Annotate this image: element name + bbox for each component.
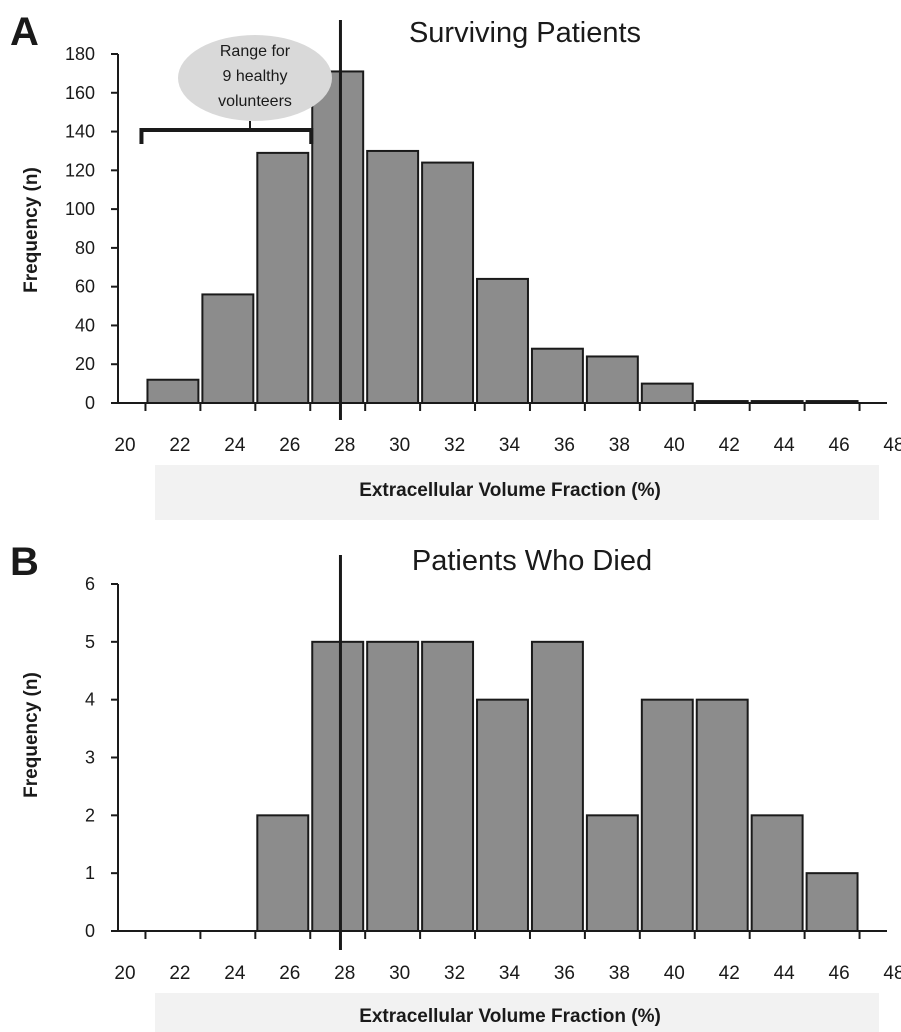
panel-b-patients-who-died: B Patients Who Died Extracellular Volume… bbox=[10, 540, 901, 1032]
y-tick-label: 140 bbox=[65, 122, 95, 142]
bar bbox=[421, 640, 475, 932]
y-tick-label: 0 bbox=[85, 921, 95, 941]
bar bbox=[311, 70, 365, 404]
x-tick-label: 30 bbox=[389, 435, 410, 456]
x-tick-label: 22 bbox=[169, 963, 190, 984]
x-tick-label: 40 bbox=[664, 435, 685, 456]
bar bbox=[585, 355, 639, 405]
x-tick-label: 24 bbox=[224, 435, 246, 456]
x-tick-label: 42 bbox=[719, 435, 740, 456]
x-tick-label: 46 bbox=[829, 963, 850, 984]
y-tick-label: 120 bbox=[65, 160, 95, 180]
x-tick-label: 20 bbox=[114, 963, 135, 984]
x-tick-label: 40 bbox=[664, 963, 685, 984]
y-tick-label: 2 bbox=[85, 805, 95, 825]
x-tick-label: 24 bbox=[224, 963, 246, 984]
bars-a bbox=[146, 70, 859, 405]
x-tick-label: 42 bbox=[719, 963, 740, 984]
axes-a bbox=[111, 53, 887, 411]
y-tick-labels-b: 0 1 2 3 4 5 6 bbox=[85, 574, 95, 941]
chart-title-b: Patients Who Died bbox=[412, 545, 652, 577]
x-tick-label: 26 bbox=[279, 435, 300, 456]
annotation-line-3: volunteers bbox=[218, 93, 292, 110]
x-tick-label: 48 bbox=[883, 963, 901, 984]
x-tick-label: 34 bbox=[499, 963, 521, 984]
x-axis-label-a: Extracellular Volume Fraction (%) bbox=[359, 480, 661, 501]
xlabel-band-b bbox=[155, 993, 879, 1032]
bar bbox=[640, 698, 694, 933]
bar bbox=[695, 698, 749, 933]
x-tick-label: 34 bbox=[499, 435, 521, 456]
y-tick-label: 3 bbox=[85, 748, 95, 768]
x-tick-label: 48 bbox=[883, 435, 901, 456]
y-tick-label: 20 bbox=[75, 354, 95, 374]
x-tick-label: 38 bbox=[609, 435, 630, 456]
y-tick-label: 40 bbox=[75, 315, 95, 335]
bar bbox=[421, 161, 475, 404]
y-tick-label: 6 bbox=[85, 574, 95, 594]
x-tick-label: 44 bbox=[774, 435, 796, 456]
bar bbox=[366, 640, 420, 932]
axes-b bbox=[111, 583, 887, 939]
bar bbox=[805, 872, 859, 933]
bar bbox=[476, 277, 529, 404]
bar bbox=[750, 814, 804, 932]
panel-letter-a: A bbox=[10, 10, 39, 54]
annotation-line-2: 9 healthy bbox=[223, 68, 288, 85]
x-tick-label: 36 bbox=[554, 963, 575, 984]
x-tick-label: 32 bbox=[444, 963, 465, 984]
bar bbox=[256, 814, 310, 932]
y-tick-label: 4 bbox=[85, 690, 95, 710]
x-tick-labels-b: 20 22 24 26 28 30 32 34 36 38 40 42 44 46 48 bbox=[114, 963, 901, 984]
y-tick-label: 160 bbox=[65, 83, 95, 103]
y-tick-label: 0 bbox=[85, 393, 95, 413]
bar bbox=[146, 378, 200, 405]
x-tick-label: 38 bbox=[609, 963, 630, 984]
healthy-range-annotation: Range for 9 healthy volunteers bbox=[139, 35, 332, 144]
annotation-bubble bbox=[178, 35, 332, 121]
bar bbox=[585, 814, 639, 932]
y-tick-label: 180 bbox=[65, 44, 95, 64]
annotation-line-1: Range for bbox=[220, 43, 291, 60]
bar bbox=[476, 698, 529, 933]
bar bbox=[530, 347, 584, 405]
y-axis-label-b: Frequency (n) bbox=[21, 672, 42, 798]
y-tick-label: 1 bbox=[85, 863, 95, 883]
bar bbox=[366, 149, 420, 404]
y-tick-label: 80 bbox=[75, 238, 95, 258]
x-tick-label: 46 bbox=[829, 435, 850, 456]
y-axis-label-a: Frequency (n) bbox=[21, 167, 42, 293]
x-tick-label: 30 bbox=[389, 963, 410, 984]
bar bbox=[201, 293, 255, 404]
healthy-range-bracket bbox=[139, 121, 314, 144]
bar bbox=[256, 151, 310, 404]
x-tick-label: 44 bbox=[774, 963, 796, 984]
bar bbox=[640, 382, 694, 405]
x-tick-label: 20 bbox=[114, 435, 135, 456]
x-tick-label: 36 bbox=[554, 435, 575, 456]
x-tick-label: 22 bbox=[169, 435, 190, 456]
xlabel-band-a bbox=[155, 465, 879, 520]
bar bbox=[530, 640, 584, 932]
y-tick-labels-a: 0 20 40 60 80 100 120 140 160 180 bbox=[65, 44, 95, 413]
y-tick-label: 5 bbox=[85, 632, 95, 652]
y-tick-label: 60 bbox=[75, 277, 95, 297]
x-axis-label-b: Extracellular Volume Fraction (%) bbox=[359, 1006, 661, 1027]
chart-title-a: Surviving Patients bbox=[409, 17, 641, 49]
x-tick-label: 32 bbox=[444, 435, 465, 456]
bars-b bbox=[256, 640, 859, 933]
x-tick-labels-a: 20 22 24 26 28 30 32 34 36 38 40 42 44 46 48 bbox=[114, 435, 901, 456]
panel-a-surviving-patients: A Surviving Patients Extracellular Volum… bbox=[10, 10, 901, 520]
panel-letter-b: B bbox=[10, 540, 39, 584]
bracket-line bbox=[139, 128, 314, 144]
y-tick-label: 100 bbox=[65, 199, 95, 219]
x-tick-label: 26 bbox=[279, 963, 300, 984]
x-tick-label: 28 bbox=[334, 963, 355, 984]
x-tick-label: 28 bbox=[334, 435, 355, 456]
bar bbox=[311, 640, 365, 932]
